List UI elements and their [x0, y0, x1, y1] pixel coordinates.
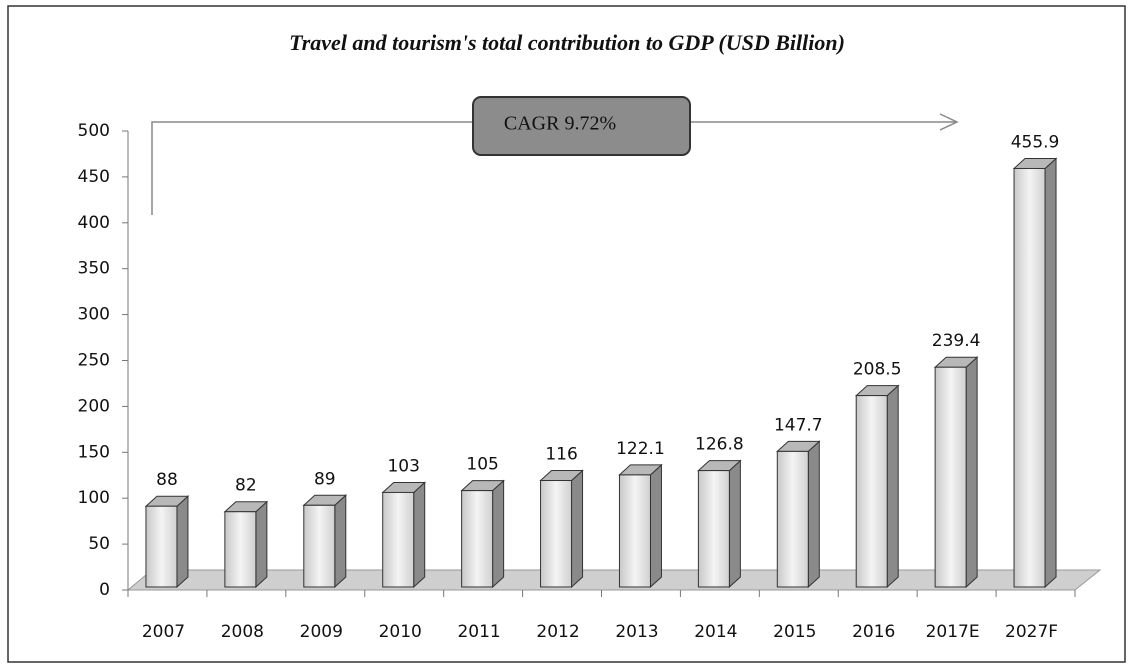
bar-side [728, 459, 741, 589]
bar-side [255, 500, 268, 589]
x-tick-label: 2008 [221, 622, 264, 642]
bar [934, 366, 967, 588]
bar [540, 480, 573, 588]
x-tick-label: 2015 [773, 622, 816, 642]
y-tick-label: 450 [78, 167, 110, 187]
bar [224, 511, 257, 588]
bar-side [334, 494, 347, 589]
bar [776, 450, 809, 588]
bar-side [571, 469, 584, 589]
y-tick-label: 0 [99, 580, 110, 600]
x-tick-label: 2009 [300, 622, 343, 642]
bar-side [176, 495, 189, 589]
bar [618, 474, 651, 588]
y-tick-label: 300 [78, 305, 110, 325]
bar-side [649, 463, 662, 589]
x-tick-label: 2016 [852, 622, 895, 642]
bar-side [965, 356, 978, 589]
bar [382, 491, 415, 588]
value-label: 82 [235, 476, 257, 496]
y-tick-label: 500 [78, 121, 110, 141]
bar-side [492, 479, 505, 589]
value-label: 126.8 [695, 435, 744, 455]
x-tick-label: 2027F [1005, 622, 1058, 642]
x-tick-label: 2017E [926, 622, 980, 642]
bar-side [413, 481, 426, 589]
x-tick-label: 2011 [457, 622, 500, 642]
value-label: 103 [387, 456, 419, 476]
bar-side [1044, 157, 1057, 589]
y-tick-label: 350 [78, 259, 110, 279]
bar [303, 504, 336, 588]
x-tick-label: 2007 [142, 622, 185, 642]
value-label: 122.1 [616, 439, 665, 459]
y-tick-label: 200 [78, 396, 110, 416]
bar-side [807, 440, 820, 589]
bar [1013, 167, 1046, 588]
x-tick-label: 2012 [536, 622, 579, 642]
y-tick-label: 400 [78, 213, 110, 233]
chart-title: Travel and tourism's total contribution … [289, 30, 845, 55]
annotation: CAGR 9.72% [504, 113, 616, 135]
x-tick-label: 2013 [615, 622, 658, 642]
value-label: 147.7 [774, 415, 823, 435]
bar [145, 505, 178, 588]
frame [7, 5, 1126, 663]
bar [697, 470, 730, 588]
value-label: 105 [466, 455, 498, 475]
arrow-head [939, 113, 959, 131]
y-tick-label: 50 [88, 534, 110, 554]
bar-side [886, 384, 899, 589]
value-label: 208.5 [853, 360, 902, 380]
y-tick-label: 250 [78, 351, 110, 371]
bar [855, 395, 888, 588]
value-label: 89 [314, 469, 336, 489]
value-label: 455.9 [1011, 132, 1060, 152]
bar [461, 490, 494, 588]
y-tick-label: 100 [78, 488, 110, 508]
value-label: 239.4 [932, 331, 981, 351]
value-label: 116 [545, 445, 577, 465]
x-tick-label: 2010 [379, 622, 422, 642]
value-label: 88 [156, 470, 178, 490]
cagr-box [472, 96, 691, 156]
y-tick-label: 150 [78, 442, 110, 462]
x-tick-label: 2014 [694, 622, 737, 642]
